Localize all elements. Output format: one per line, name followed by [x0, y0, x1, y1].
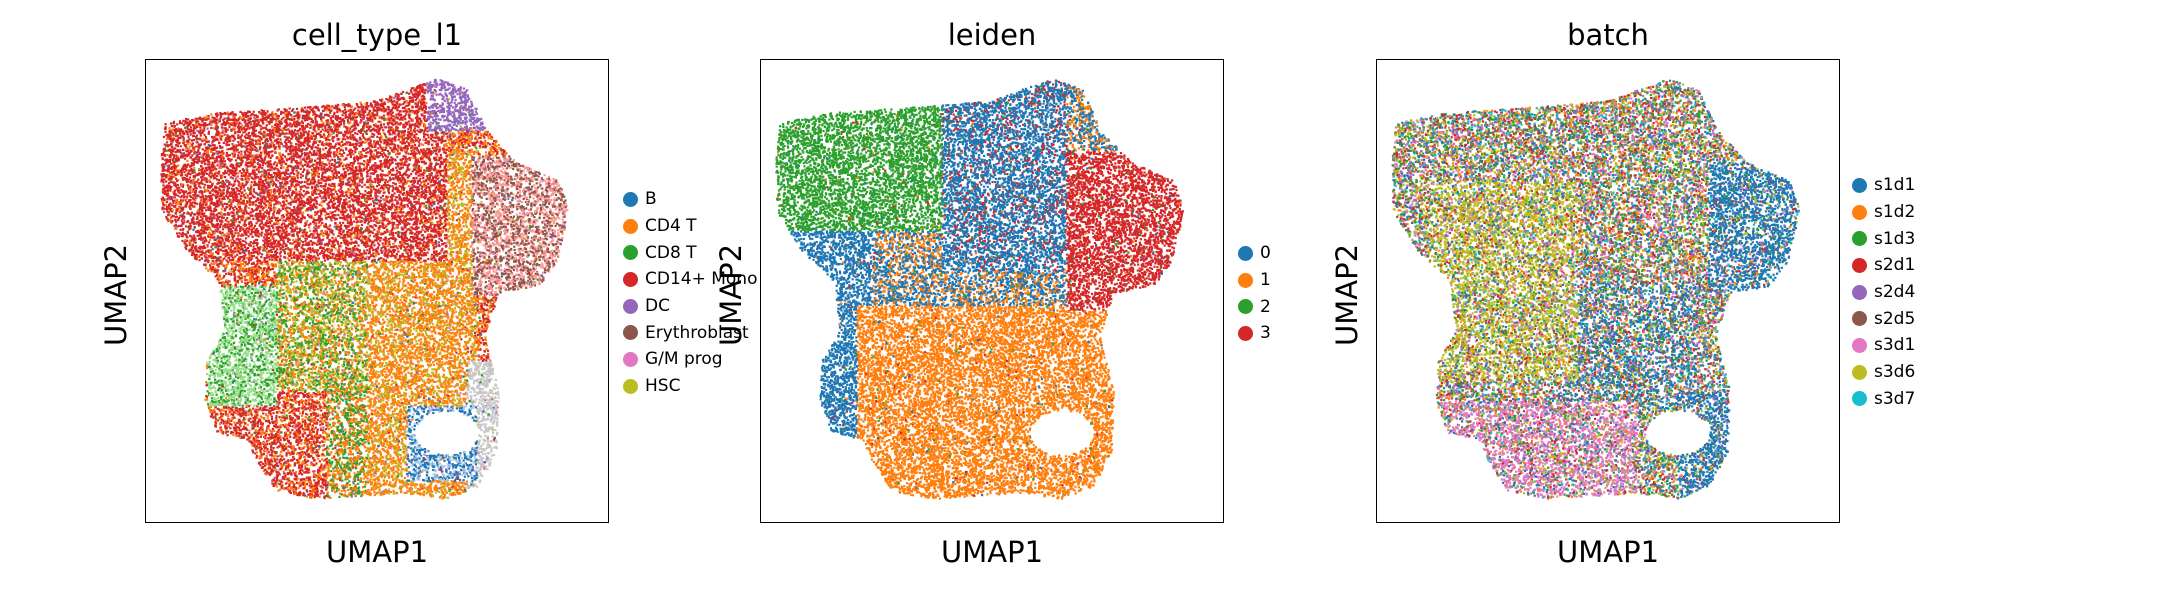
scatter-points [761, 60, 1224, 523]
legend-item: CD4 T [623, 213, 757, 240]
legend-label: s3d7 [1874, 389, 1915, 409]
legend-label: 0 [1260, 243, 1271, 263]
legend-label: 1 [1260, 270, 1271, 290]
legend-label: s1d3 [1874, 229, 1915, 249]
legend-item: s2d1 [1852, 252, 1915, 279]
legend-item: 0 [1238, 240, 1271, 267]
legend-marker [1852, 311, 1867, 326]
legend-item: B [623, 186, 757, 213]
legend-label: s1d1 [1874, 175, 1915, 195]
y-axis-label: UMAP2 [1330, 244, 1364, 346]
legend-marker [1852, 258, 1867, 273]
legend-item: 3 [1238, 320, 1271, 347]
legend-label: s2d1 [1874, 255, 1915, 275]
panel-title: leiden [760, 18, 1224, 52]
legend-marker [623, 325, 638, 340]
legend-label: B [645, 189, 657, 209]
legend-marker [623, 192, 638, 207]
legend-item: s3d6 [1852, 359, 1915, 386]
legend-item: s3d7 [1852, 386, 1915, 413]
legend-item: s1d2 [1852, 199, 1915, 226]
legend-item: 2 [1238, 293, 1271, 320]
legend-label: G/M prog [645, 349, 723, 369]
legend-item: s3d1 [1852, 332, 1915, 359]
legend-label: s1d2 [1874, 202, 1915, 222]
legend-label: s2d5 [1874, 309, 1915, 329]
legend-marker [1852, 205, 1867, 220]
legend-marker [1238, 246, 1253, 261]
legend-item: HSC [623, 373, 757, 400]
legend-marker [623, 379, 638, 394]
scatter-plot-area [1376, 59, 1840, 523]
x-axis-label: UMAP1 [1557, 535, 1659, 569]
legend-item: s2d5 [1852, 305, 1915, 332]
legend-marker [623, 299, 638, 314]
legend-marker [1238, 326, 1253, 341]
legend-item: s1d3 [1852, 225, 1915, 252]
legend-item: G/M prog [623, 346, 757, 373]
legend-label: HSC [645, 376, 680, 396]
panel-title: cell_type_l1 [145, 18, 609, 52]
legend-marker [623, 352, 638, 367]
legend-marker [1852, 231, 1867, 246]
scatter-plot-area [760, 59, 1224, 523]
scatter-points [146, 60, 609, 523]
legend-marker [623, 245, 638, 260]
legend-marker [1852, 338, 1867, 353]
x-axis-label: UMAP1 [326, 535, 428, 569]
scatter-points [1377, 60, 1840, 523]
legend-label: 2 [1260, 297, 1271, 317]
legend-label: 3 [1260, 323, 1271, 343]
legend-label: s2d4 [1874, 282, 1915, 302]
legend-marker [623, 219, 638, 234]
legend-marker [1852, 365, 1867, 380]
legend-label: CD4 T [645, 216, 697, 236]
legend-marker [1852, 285, 1867, 300]
panel-title: batch [1376, 18, 1840, 52]
legend-label: DC [645, 296, 670, 316]
legend-label: s3d6 [1874, 362, 1915, 382]
y-axis-label: UMAP2 [99, 244, 133, 346]
legend: s1d1 s1d2 s1d3 s2d1 s2d4 s2d5 s3d1 s3d6 s3d7 [1852, 172, 1915, 412]
legend-marker [1238, 299, 1253, 314]
legend-marker [1852, 391, 1867, 406]
legend-marker [1238, 273, 1253, 288]
scatter-plot-area [145, 59, 609, 523]
x-axis-label: UMAP1 [941, 535, 1043, 569]
legend-item: 1 [1238, 267, 1271, 294]
legend-label: CD8 T [645, 243, 697, 263]
legend: 0 1 2 3 [1238, 240, 1271, 347]
y-axis-label: UMAP2 [714, 244, 748, 346]
legend-marker [623, 272, 638, 287]
legend-item: s2d4 [1852, 279, 1915, 306]
legend-item: s1d1 [1852, 172, 1915, 199]
legend-label: s3d1 [1874, 335, 1915, 355]
legend-marker [1852, 178, 1867, 193]
